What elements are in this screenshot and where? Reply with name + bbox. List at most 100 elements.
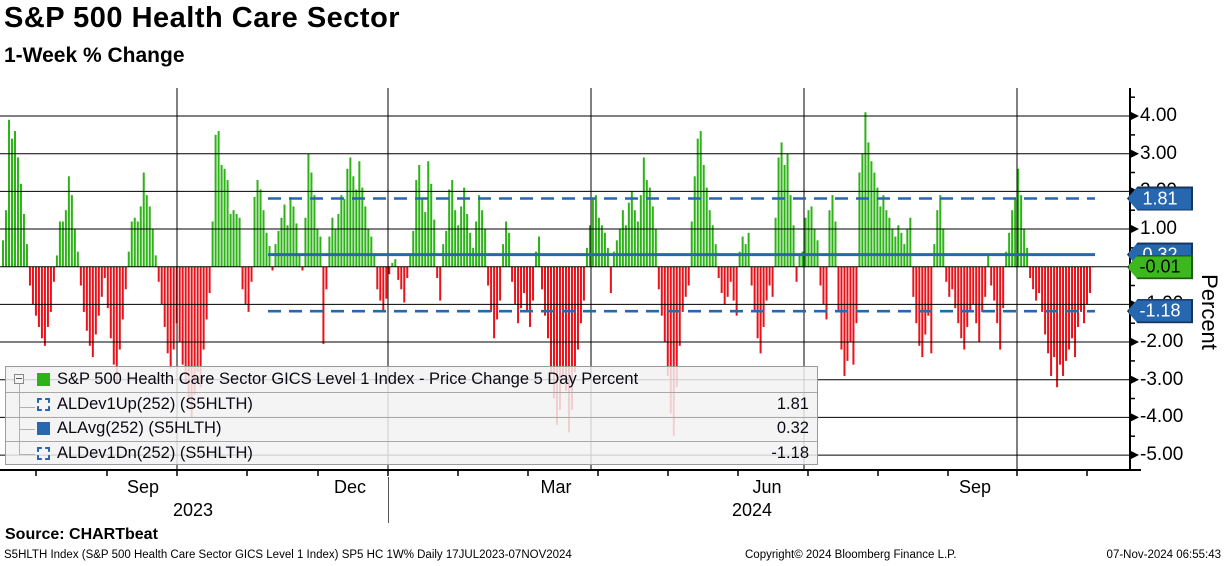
price-change-bar bbox=[4, 210, 7, 267]
price-change-bar bbox=[265, 232, 268, 267]
price-change-bar bbox=[118, 266, 121, 350]
legend-row-aldev1up[interactable]: ALDev1Up(252) (S5HLTH) 1.81 bbox=[6, 391, 817, 417]
price-change-bar bbox=[391, 262, 394, 267]
price-change-bar bbox=[433, 219, 436, 267]
legend-divider bbox=[6, 416, 817, 418]
legend-collapse-icon[interactable] bbox=[14, 374, 24, 384]
source-line: Source: CHARTbeat bbox=[5, 526, 158, 543]
price-change-bar bbox=[217, 131, 220, 267]
price-change-bar bbox=[343, 198, 346, 267]
price-change-bar bbox=[555, 266, 558, 425]
price-change-bar bbox=[966, 266, 969, 327]
price-change-bar bbox=[597, 217, 600, 267]
price-change-bar bbox=[244, 266, 247, 305]
price-change-bar bbox=[88, 266, 91, 346]
price-change-bar bbox=[403, 266, 406, 303]
year-separator-line bbox=[388, 477, 389, 523]
price-change-bar bbox=[909, 217, 912, 267]
price-change-bar bbox=[684, 266, 687, 297]
price-change-bar bbox=[43, 266, 46, 346]
price-change-bar bbox=[1050, 266, 1053, 376]
price-change-bar bbox=[346, 168, 349, 267]
price-change-bar bbox=[247, 266, 250, 312]
price-change-bar bbox=[82, 266, 85, 312]
price-change-bar bbox=[106, 266, 109, 309]
price-change-bar bbox=[388, 266, 391, 275]
price-change-bar bbox=[1017, 168, 1020, 267]
x-axis-month-label: Jun bbox=[752, 477, 782, 497]
price-change-bar bbox=[148, 206, 151, 267]
price-change-bar bbox=[552, 266, 555, 399]
price-change-bar bbox=[990, 266, 993, 286]
price-change-bar bbox=[46, 266, 49, 327]
footer-copyright: Copyright© 2024 Bloomberg Finance L.P. bbox=[745, 549, 957, 561]
y-axis-arrow-tick bbox=[1130, 337, 1139, 347]
price-change-bar bbox=[430, 183, 433, 267]
legend-row-aldev1dn[interactable]: ALDev1Dn(252) (S5HLTH) -1.18 bbox=[6, 441, 817, 466]
price-change-bar bbox=[756, 266, 759, 339]
x-axis-month-label: Mar bbox=[540, 477, 572, 497]
price-change-bar bbox=[1008, 232, 1011, 267]
price-change-bar bbox=[532, 266, 535, 301]
price-change-bar bbox=[723, 266, 726, 305]
legend-label: ALDev1Dn(252) (S5HLTH) bbox=[57, 444, 253, 463]
price-change-bar bbox=[687, 266, 690, 286]
price-change-bar bbox=[603, 232, 606, 267]
price-change-bar bbox=[636, 221, 639, 267]
price-change-bar bbox=[475, 221, 478, 267]
price-change-bar bbox=[10, 138, 13, 267]
price-change-bar bbox=[52, 266, 55, 282]
footer-timestamp: 07-Nov-2024 06:55:43 bbox=[1106, 549, 1221, 561]
price-change-bar bbox=[717, 266, 720, 278]
price-change-bar bbox=[253, 197, 256, 267]
price-change-bar bbox=[541, 266, 544, 290]
price-change-bar bbox=[250, 266, 253, 282]
price-change-bar bbox=[100, 266, 103, 297]
price-change-bar bbox=[609, 266, 612, 294]
y-axis-tick-label: -4.00 bbox=[1140, 406, 1184, 428]
price-change-bar bbox=[795, 266, 798, 282]
price-change-bar bbox=[951, 266, 954, 290]
y-axis-tick-label: -2.00 bbox=[1140, 331, 1184, 353]
overlay-value-badge: -1.18 bbox=[1127, 299, 1193, 324]
price-change-bar bbox=[1068, 266, 1071, 350]
price-change-bar bbox=[211, 221, 214, 267]
price-change-bar bbox=[882, 195, 885, 267]
price-change-bar bbox=[693, 176, 696, 267]
legend-divider bbox=[6, 391, 817, 393]
price-change-bar bbox=[127, 251, 130, 267]
price-change-bar bbox=[202, 266, 205, 350]
price-change-bar bbox=[478, 195, 481, 267]
price-change-bar bbox=[894, 236, 897, 267]
price-change-bar bbox=[379, 266, 382, 301]
price-change-bar bbox=[885, 210, 888, 267]
price-change-bar bbox=[858, 172, 861, 267]
legend-row-alavg[interactable]: ALAvg(252) (S5HLTH) 0.32 bbox=[6, 416, 817, 442]
price-change-bar bbox=[154, 255, 157, 267]
price-change-bar bbox=[1086, 266, 1089, 305]
y-axis-tick-label: 1.00 bbox=[1140, 218, 1177, 240]
legend-row-series[interactable]: S&P 500 Health Care Sector GICS Level 1 … bbox=[6, 367, 817, 392]
legend-panel[interactable]: S&P 500 Health Care Sector GICS Level 1 … bbox=[5, 366, 818, 465]
x-axis-year-label: 2024 bbox=[731, 500, 773, 520]
price-change-bar bbox=[798, 255, 801, 267]
price-change-bar bbox=[792, 225, 795, 267]
price-change-bar bbox=[1041, 266, 1044, 312]
price-change-bar bbox=[987, 255, 990, 267]
price-change-bar bbox=[271, 266, 274, 271]
price-change-bar bbox=[735, 266, 738, 316]
price-change-bar bbox=[579, 266, 582, 324]
y-axis-tick-label: 3.00 bbox=[1140, 142, 1177, 164]
price-change-bar bbox=[918, 266, 921, 346]
price-change-bar bbox=[780, 142, 783, 267]
price-change-bar bbox=[76, 251, 79, 267]
y-axis-arrow-tick bbox=[1130, 412, 1139, 422]
legend-tree-stub bbox=[19, 429, 35, 430]
price-change-bar bbox=[196, 266, 199, 373]
price-change-bar bbox=[927, 266, 930, 316]
price-change-bar bbox=[283, 204, 286, 267]
price-change-bar bbox=[1029, 266, 1032, 278]
price-change-bar bbox=[570, 266, 573, 410]
price-change-bar bbox=[960, 266, 963, 339]
